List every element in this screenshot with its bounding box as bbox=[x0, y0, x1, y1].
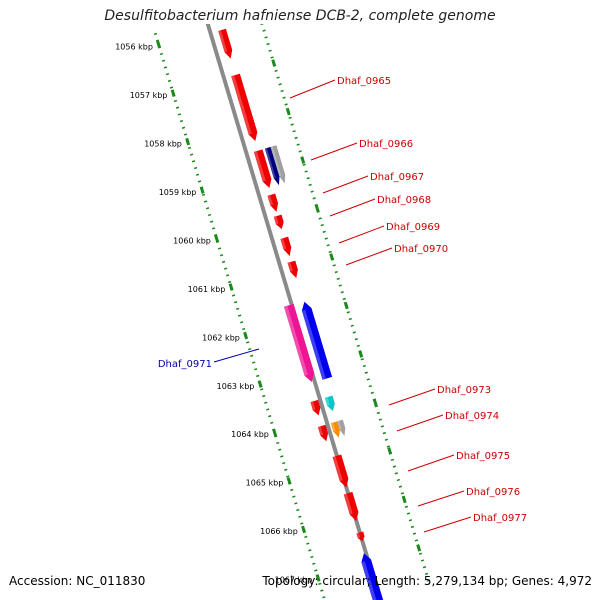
scale-dotted-line-left bbox=[153, 32, 327, 600]
gene-label[interactable]: Dhaf_0971 bbox=[158, 359, 212, 370]
gene-arrow-highlight bbox=[343, 493, 353, 515]
gene-arrow-highlight bbox=[270, 146, 282, 177]
scale-dotted-line bbox=[153, 32, 327, 600]
gene-label-leader bbox=[289, 79, 336, 99]
gene-arrow-highlight bbox=[317, 426, 324, 436]
gene-label-leader bbox=[417, 490, 465, 507]
scale-tick bbox=[272, 428, 278, 437]
scale-tick bbox=[416, 544, 422, 552]
tick-label: 1061 kbp bbox=[188, 285, 226, 294]
scale-tick bbox=[343, 301, 349, 310]
gene-arrow-highlight bbox=[283, 305, 308, 376]
scale-tick bbox=[372, 398, 378, 407]
gene-arrow-highlight bbox=[273, 216, 279, 225]
gene-arrow-highlight bbox=[280, 238, 287, 250]
tick-label: 1067 kbp bbox=[275, 576, 313, 585]
scale-tick bbox=[387, 447, 393, 455]
scale-tick bbox=[257, 380, 263, 388]
scale-tick bbox=[185, 137, 191, 146]
gene-arrow[interactable] bbox=[361, 553, 384, 600]
gene-arrow-highlight bbox=[218, 30, 228, 53]
tick-label: 1065 kbp bbox=[246, 479, 284, 488]
gene-label[interactable]: Dhaf_0976 bbox=[466, 487, 520, 498]
gene-arrow-highlight bbox=[324, 397, 330, 406]
gene-label-leader bbox=[423, 516, 472, 533]
gene-arrow-highlight bbox=[253, 150, 266, 182]
gene-label[interactable]: Dhaf_0973 bbox=[437, 385, 491, 396]
gene-arrow-highlight bbox=[267, 195, 274, 206]
genome-summary-text: Topology: circular; Length: 5,279,134 bp… bbox=[262, 574, 592, 588]
scale-tick bbox=[228, 283, 234, 291]
gene-label-leader bbox=[388, 388, 436, 406]
gene-label[interactable]: Dhaf_0968 bbox=[377, 195, 431, 206]
gene-arrow-highlight bbox=[301, 309, 326, 380]
gene-label-leader bbox=[213, 348, 260, 363]
gene-label[interactable]: Dhaf_0977 bbox=[473, 513, 527, 524]
map-title: Desulfitobacterium hafniense DCB-2, comp… bbox=[104, 8, 496, 24]
scale-tick-labels: 1056 kbp 1057 kbp 1058 kbp 1059 kbp 1060 kbp… bbox=[115, 42, 312, 584]
scale-tick bbox=[285, 107, 291, 116]
scale-tick bbox=[199, 186, 205, 194]
scale-ticks bbox=[156, 40, 422, 582]
scale-tick bbox=[301, 525, 307, 534]
tick-label: 1062 kbp bbox=[202, 333, 240, 342]
gene-label-leader bbox=[396, 414, 444, 432]
scale-tick bbox=[315, 574, 321, 582]
scale-tick bbox=[401, 495, 407, 504]
tick-label: 1060 kbp bbox=[173, 236, 211, 245]
tick-label: 1056 kbp bbox=[115, 42, 153, 51]
tick-label: 1059 kbp bbox=[159, 188, 197, 197]
gene-label-leader bbox=[322, 175, 369, 194]
gene-features bbox=[218, 28, 384, 600]
gene-arrow-highlight bbox=[310, 401, 316, 411]
gene-label[interactable]: Dhaf_0970 bbox=[394, 244, 448, 255]
gene-arrow-highlight bbox=[337, 420, 342, 430]
tick-label: 1064 kbp bbox=[231, 430, 269, 439]
gene-label[interactable]: Dhaf_0974 bbox=[445, 411, 499, 422]
gene-labels: Dhaf_0965 Dhaf_0966 Dhaf_0967 Dhaf_0968 Dhaf… bbox=[158, 76, 527, 533]
tick-label: 1063 kbp bbox=[217, 382, 255, 391]
gene-arrow-highlight bbox=[231, 75, 252, 135]
scale-tick bbox=[314, 204, 320, 213]
gene-label[interactable]: Dhaf_0967 bbox=[370, 172, 424, 183]
gene-label-leader bbox=[310, 142, 358, 161]
scale-tick bbox=[170, 89, 176, 97]
gene-label[interactable]: Dhaf_0965 bbox=[337, 76, 391, 87]
accession-text: Accession: NC_011830 bbox=[9, 574, 146, 588]
gene-label[interactable]: Dhaf_0969 bbox=[386, 222, 440, 233]
gene-label-leader bbox=[345, 247, 393, 266]
gene-label-leader bbox=[407, 454, 455, 472]
gene-arrow-highlight bbox=[287, 262, 293, 272]
gene-arrow-highlight bbox=[356, 532, 361, 539]
scale-tick bbox=[243, 331, 249, 340]
gene-label[interactable]: Dhaf_0975 bbox=[456, 451, 510, 462]
gene-arrow-highlight bbox=[361, 561, 377, 600]
gene-arrow-highlight bbox=[264, 148, 276, 179]
scale-tick bbox=[329, 253, 335, 261]
gene-label-leader bbox=[329, 198, 376, 217]
scale-tick bbox=[300, 156, 306, 164]
tick-label: 1058 kbp bbox=[144, 139, 182, 148]
scale-tick bbox=[271, 59, 277, 67]
gene-arrow-highlight bbox=[332, 456, 343, 482]
gene-label[interactable]: Dhaf_0966 bbox=[359, 139, 413, 150]
gene-arrow[interactable] bbox=[301, 301, 333, 380]
tick-label: 1066 kbp bbox=[260, 527, 298, 536]
scale-tick bbox=[286, 477, 292, 485]
tick-label: 1057 kbp bbox=[130, 91, 168, 100]
scale-tick bbox=[214, 234, 220, 243]
gene-arrow-highlight bbox=[330, 422, 336, 432]
scale-tick bbox=[156, 40, 162, 49]
gene-label-leader bbox=[338, 225, 385, 244]
scale-tick bbox=[358, 350, 364, 358]
